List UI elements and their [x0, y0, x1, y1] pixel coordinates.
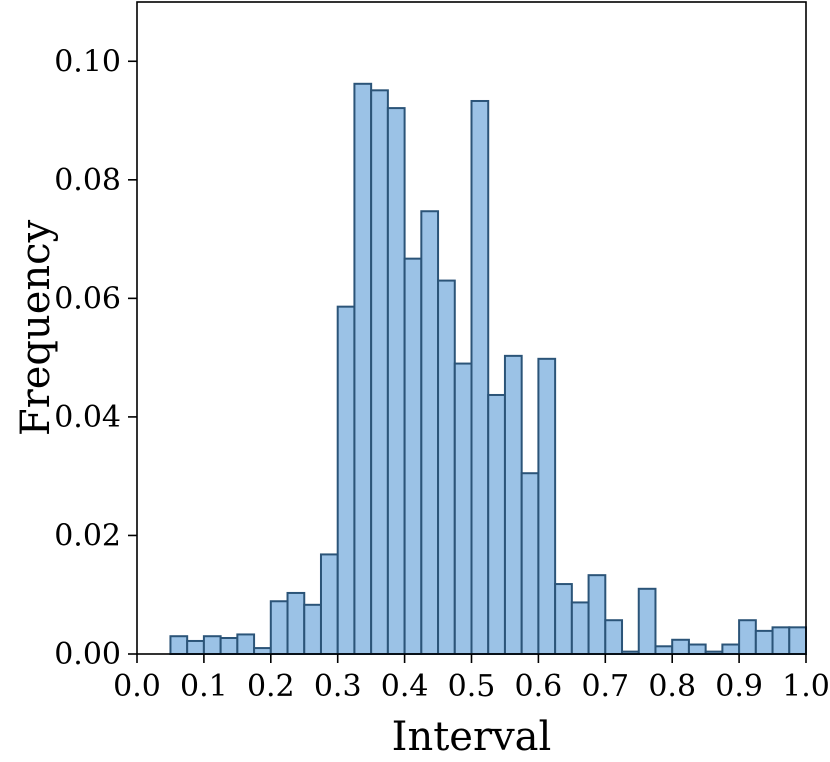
x-tick-label: 0.9	[715, 669, 763, 704]
x-tick-label: 0.2	[247, 669, 295, 704]
bars-group	[169, 82, 808, 656]
histogram-bar	[554, 583, 573, 655]
x-tick-label: 0.3	[314, 669, 362, 704]
histogram-bar	[738, 619, 757, 655]
histogram-bar	[687, 643, 707, 655]
histogram-bar	[721, 643, 741, 655]
histogram-bar	[771, 626, 791, 655]
y-tick-label: 0.02	[54, 518, 121, 553]
x-axis-label: Interval	[392, 714, 552, 760]
x-tick-label: 0.1	[180, 669, 228, 704]
histogram-bar	[303, 603, 322, 656]
histogram-bar	[754, 629, 774, 655]
histogram-bar	[370, 89, 389, 656]
x-tick-label: 0.4	[381, 669, 429, 704]
y-tick-label: 0.00	[54, 637, 121, 672]
histogram-bar	[386, 107, 406, 655]
histogram-bar	[319, 553, 339, 655]
histogram-bar	[236, 633, 256, 656]
histogram-bar	[637, 587, 657, 655]
histogram-bar	[169, 635, 189, 656]
x-axis: 0.0 0.1 0.2 0.3 0.4 0.5 0.6 0.7 0.8 0.9 1.0	[113, 654, 830, 704]
histogram-bar	[437, 279, 456, 655]
histogram-bar	[353, 82, 373, 655]
histogram-bar	[453, 362, 473, 655]
histogram-bar	[654, 645, 674, 656]
x-tick-label: 0.8	[648, 669, 696, 704]
histogram-bar	[487, 393, 506, 655]
histogram-bar	[403, 257, 423, 655]
histogram-bar	[604, 619, 624, 655]
x-tick-label: 0.6	[515, 669, 563, 704]
y-tick-label: 0.04	[54, 400, 121, 435]
histogram-bar	[470, 99, 490, 655]
histogram-bar	[570, 601, 590, 656]
x-tick-label: 1.0	[782, 669, 830, 704]
histogram-bar	[269, 600, 289, 655]
y-tick-label: 0.10	[54, 44, 121, 79]
x-tick-label: 0.5	[448, 669, 496, 704]
histogram-bar	[420, 210, 440, 655]
x-tick-label: 0.7	[581, 669, 629, 704]
histogram-bar	[253, 647, 272, 656]
y-axis-label: Frequency	[13, 219, 59, 436]
histogram-bar	[202, 635, 222, 656]
histogram-bar	[186, 639, 205, 656]
histogram-bar	[788, 626, 808, 655]
x-tick-label: 0.0	[113, 669, 161, 704]
histogram-bar	[336, 305, 356, 655]
histogram-bar	[286, 591, 306, 656]
histogram-bar	[219, 636, 239, 655]
histogram-bar	[520, 472, 540, 655]
histogram-bar	[537, 357, 557, 655]
histogram-bar	[587, 574, 607, 656]
y-axis: 0.00 0.02 0.04 0.06 0.08 0.10	[54, 44, 137, 672]
histogram-bar	[503, 354, 523, 655]
y-tick-label: 0.06	[54, 281, 121, 316]
y-tick-label: 0.08	[54, 163, 121, 198]
histogram-bar	[671, 638, 690, 655]
